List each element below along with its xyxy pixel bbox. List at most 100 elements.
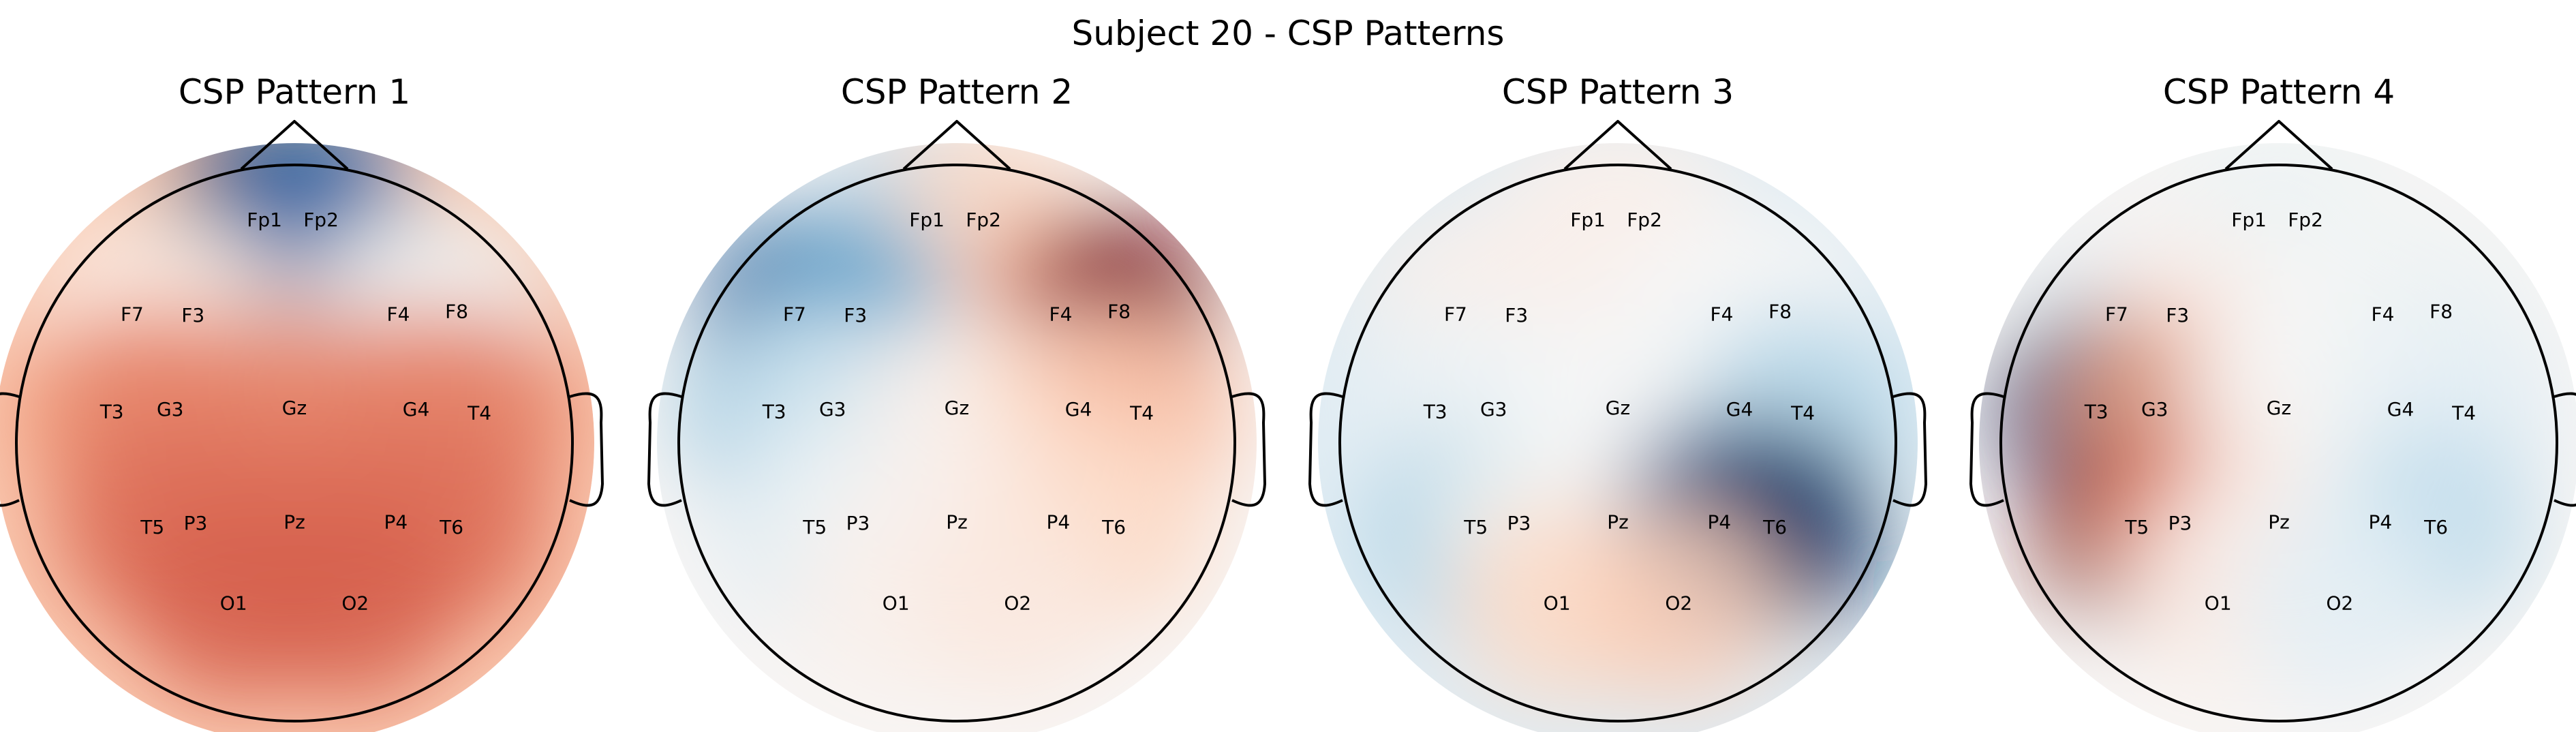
value-blob-o2: [915, 500, 1120, 705]
head-circle: [1999, 164, 2558, 722]
channel-label-t4: T4: [467, 401, 491, 424]
channel-label-t4: T4: [1790, 401, 1815, 424]
channel-label-g3: G3: [819, 398, 846, 421]
channel-label-pz: Pz: [1607, 510, 1629, 533]
value-blob-o2: [1576, 500, 1781, 705]
channel-label-o2: O2: [1665, 592, 1692, 614]
channel-label-f7: F7: [1444, 303, 1467, 325]
channel-label-t3: T3: [762, 401, 786, 423]
channel-label-p3: P3: [846, 512, 870, 534]
channel-label-g3: G3: [1480, 398, 1507, 421]
channel-label-t5: T5: [2124, 516, 2149, 538]
topomap-blobs: [10, 143, 582, 705]
channel-label-pz: Pz: [283, 510, 305, 533]
channel-label-f3: F3: [844, 304, 867, 326]
channel-label-t5: T5: [1463, 516, 1488, 538]
panel-title: CSP Pattern 2: [841, 72, 1073, 112]
channel-label-o2: O2: [2326, 592, 2353, 614]
channel-label-f3: F3: [181, 304, 204, 326]
channel-label-t5: T5: [140, 516, 164, 538]
channel-label-fp2: Fp2: [2288, 209, 2323, 231]
topomap-panel-2: CSP Pattern 2 Fp1 Fp2 F7 F3 F4 F8 T3 G3 Gz G4 T4 T5 P…: [647, 72, 1267, 732]
right-ear: [1231, 392, 1267, 507]
head-outline: [647, 120, 1267, 722]
channel-label-o1: O1: [2205, 592, 2232, 614]
channel-label-t6: T6: [439, 516, 463, 538]
channel-label-fp1: Fp1: [2231, 209, 2267, 231]
channel-label-f4: F4: [1049, 303, 1073, 325]
head-outline: [0, 120, 604, 722]
channel-label-g4: G4: [403, 398, 430, 421]
topomap-field: [657, 143, 1257, 732]
channel-label-fp1: Fp1: [909, 209, 945, 231]
channel-label-g3: G3: [2141, 398, 2168, 421]
right-ear: [569, 392, 604, 507]
channel-label-t6: T6: [1762, 516, 1787, 538]
channel-label-gz: Gz: [1606, 397, 1630, 419]
topomap-panel-1: CSP Pattern 1 Fp1 Fp2 F7 F3 F4 F8 T3 G3 Gz G4 T4 T5 P…: [0, 72, 604, 732]
panel-title: CSP Pattern 4: [2163, 72, 2395, 112]
channel-label-f4: F4: [2372, 303, 2395, 325]
topomap-blobs: [1994, 143, 2566, 705]
channel-label-gz: Gz: [282, 397, 307, 419]
channel-label-f7: F7: [2105, 303, 2128, 325]
channel-label-g4: G4: [1065, 398, 1092, 421]
channel-label-f7: F7: [121, 303, 144, 325]
value-blob-o2: [2237, 500, 2442, 705]
channel-label-f8: F8: [445, 301, 468, 323]
right-ear: [2554, 392, 2576, 507]
topomap-panel-4: CSP Pattern 4 Fp1 Fp2 F7 F3 F4 F8 T3 G3 Gz G4 T4 T5 P…: [1969, 72, 2576, 732]
channel-label-o1: O1: [883, 592, 910, 614]
channel-label-o1: O1: [1544, 592, 1571, 614]
channel-label-p4: P4: [384, 510, 408, 533]
channel-label-gz: Gz: [2267, 397, 2291, 419]
channel-label-t6: T6: [2423, 516, 2448, 538]
figure-title: Subject 20 - CSP Patterns: [1072, 14, 1505, 53]
channel-label-o1: O1: [220, 592, 247, 614]
head-outline: [1969, 120, 2576, 722]
channel-label-t3: T3: [1423, 401, 1447, 423]
channel-label-f4: F4: [1711, 303, 1734, 325]
channel-label-pz: Pz: [946, 510, 968, 533]
nose: [2224, 120, 2333, 170]
channel-label-p4: P4: [2368, 510, 2392, 533]
panel-title: CSP Pattern 3: [1502, 72, 1734, 112]
channel-label-t3: T3: [2084, 401, 2109, 423]
channel-label-p3: P3: [1507, 512, 1531, 534]
channel-label-o2: O2: [1004, 592, 1031, 614]
channel-label-g4: G4: [1726, 398, 1753, 421]
channel-label-f8: F8: [1768, 301, 1792, 323]
channel-label-t5: T5: [802, 516, 827, 538]
left-ear: [1969, 392, 2004, 507]
channel-label-fp2: Fp2: [966, 209, 1001, 231]
channel-label-fp2: Fp2: [303, 209, 339, 231]
channel-label-fp2: Fp2: [1627, 209, 1662, 231]
channel-label-p4: P4: [1707, 510, 1731, 533]
channel-label-fp1: Fp1: [1570, 209, 1606, 231]
topomap-field: [1979, 143, 2576, 732]
topomap-panel-3: CSP Pattern 3 Fp1 Fp2 F7 F3 F4 F8 T3 G3 Gz G4 T4 T5 P…: [1308, 72, 1928, 732]
head-circle: [15, 164, 574, 722]
channel-label-p4: P4: [1046, 510, 1070, 533]
channel-label-t6: T6: [1101, 516, 1126, 538]
topomap-field: [0, 143, 594, 732]
channel-label-pz: Pz: [2268, 510, 2290, 533]
head-circle: [1338, 164, 1897, 722]
channel-label-f4: F4: [387, 303, 410, 325]
head-circle: [677, 164, 1236, 722]
head-outline: [1308, 120, 1928, 722]
nose: [240, 120, 349, 170]
channel-label-f3: F3: [1505, 304, 1528, 326]
channel-label-f7: F7: [783, 303, 806, 325]
nose: [902, 120, 1011, 170]
value-blob-o2: [253, 500, 458, 705]
panel-title: CSP Pattern 1: [179, 72, 410, 112]
channel-label-g4: G4: [2387, 398, 2414, 421]
left-ear: [647, 392, 682, 507]
channel-label-p3: P3: [184, 512, 208, 534]
left-ear: [0, 392, 20, 507]
channel-label-g3: G3: [157, 398, 184, 421]
nose: [1563, 120, 1672, 170]
channel-label-p3: P3: [2168, 512, 2192, 534]
topomap-field: [1318, 143, 1918, 732]
